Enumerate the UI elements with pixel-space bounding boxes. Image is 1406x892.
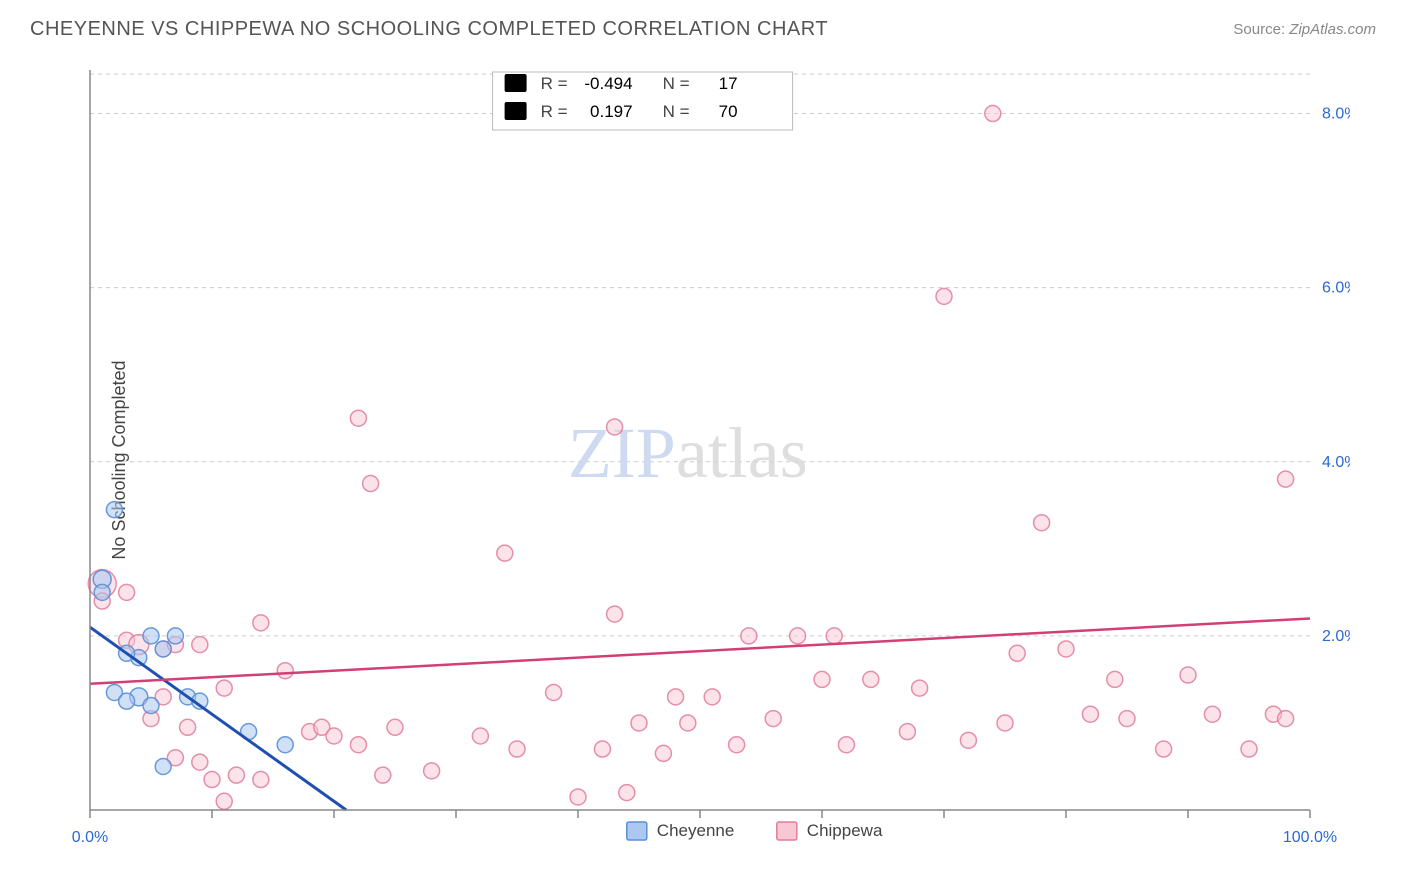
- scatter-chart-svg: 2.0% 4.0% 6.0% 8.0% ZIPatlas 0.0% 100.0% R = -0.…: [60, 60, 1350, 860]
- legend-top-swatch: [505, 74, 527, 92]
- legend-r-value: -0.494: [584, 74, 632, 93]
- source-label: Source:: [1233, 21, 1285, 38]
- chippewa-point: [960, 732, 976, 748]
- chippewa-point: [253, 615, 269, 631]
- legend-n-label: N =: [663, 102, 690, 121]
- chippewa-point: [1034, 515, 1050, 531]
- chippewa-point: [729, 737, 745, 753]
- chippewa-point: [1278, 471, 1294, 487]
- chippewa-point: [424, 763, 440, 779]
- chippewa-point: [204, 772, 220, 788]
- chippewa-point: [680, 715, 696, 731]
- chippewa-point: [1278, 711, 1294, 727]
- chippewa-point: [826, 628, 842, 644]
- chippewa-point: [326, 728, 342, 744]
- chippewa-point: [985, 106, 1001, 122]
- chippewa-point: [472, 728, 488, 744]
- chippewa-point: [277, 663, 293, 679]
- chippewa-point: [1156, 741, 1172, 757]
- chippewa-point: [607, 606, 623, 622]
- watermark: ZIPatlas: [568, 413, 808, 493]
- x-tick-label: 100.0%: [1283, 829, 1337, 846]
- chippewa-point: [912, 680, 928, 696]
- cheyenne-point: [155, 641, 171, 657]
- chippewa-point: [631, 715, 647, 731]
- chippewa-point: [936, 288, 952, 304]
- cheyenne-point: [143, 698, 159, 714]
- chart-header: CHEYENNE VS CHIPPEWA NO SCHOOLING COMPLE…: [0, 0, 1406, 51]
- legend-r-label: R =: [541, 74, 568, 93]
- chippewa-point: [350, 737, 366, 753]
- cheyenne-point: [106, 502, 122, 518]
- y-tick-label: 6.0%: [1322, 280, 1350, 297]
- chippewa-point: [180, 719, 196, 735]
- chippewa-point: [216, 793, 232, 809]
- legend-n-value: 17: [719, 74, 738, 93]
- chippewa-point: [607, 419, 623, 435]
- cheyenne-point: [155, 758, 171, 774]
- chippewa-point: [668, 689, 684, 705]
- chippewa-point: [997, 715, 1013, 731]
- legend-top-box: [493, 72, 793, 130]
- legend-bottom-item: Chippewa: [777, 821, 883, 840]
- cheyenne-point: [167, 628, 183, 644]
- chippewa-point: [838, 737, 854, 753]
- cheyenne-point: [119, 693, 135, 709]
- x-tick-label: 0.0%: [72, 829, 108, 846]
- legend-bottom-label: Chippewa: [807, 821, 883, 840]
- chart-title: CHEYENNE VS CHIPPEWA NO SCHOOLING COMPLE…: [30, 18, 828, 41]
- legend-bottom-label: Cheyenne: [657, 821, 735, 840]
- y-tick-label: 8.0%: [1322, 106, 1350, 123]
- legend-n-label: N =: [663, 74, 690, 93]
- chippewa-point: [228, 767, 244, 783]
- chippewa-point: [1241, 741, 1257, 757]
- legend-bottom-item: Cheyenne: [627, 821, 735, 840]
- chippewa-trendline: [90, 618, 1310, 683]
- chippewa-point: [119, 584, 135, 600]
- chippewa-point: [1107, 671, 1123, 687]
- chart-area: No Schooling Completed 2.0%4.0%6.0%8.0%Z…: [50, 60, 1350, 860]
- legend-r-value: 0.197: [590, 102, 633, 121]
- chippewa-point: [1058, 641, 1074, 657]
- source-value: ZipAtlas.com: [1289, 21, 1376, 38]
- chippewa-point: [253, 772, 269, 788]
- legend-r-label: R =: [541, 102, 568, 121]
- chippewa-point: [1180, 667, 1196, 683]
- chippewa-point: [363, 476, 379, 492]
- chippewa-point: [509, 741, 525, 757]
- chippewa-point: [1119, 711, 1135, 727]
- cheyenne-point: [94, 584, 110, 600]
- y-tick-label: 4.0%: [1322, 454, 1350, 471]
- chippewa-point: [790, 628, 806, 644]
- chart-source: Source: ZipAtlas.com: [1233, 21, 1376, 38]
- chippewa-point: [1009, 645, 1025, 661]
- chippewa-point: [570, 789, 586, 805]
- chippewa-point: [594, 741, 610, 757]
- chippewa-point: [1204, 706, 1220, 722]
- chippewa-point: [350, 410, 366, 426]
- chippewa-point: [655, 745, 671, 761]
- chippewa-point: [192, 754, 208, 770]
- chippewa-point: [765, 711, 781, 727]
- chippewa-point: [814, 671, 830, 687]
- chippewa-point: [216, 680, 232, 696]
- chippewa-point: [546, 684, 562, 700]
- chippewa-point: [899, 724, 915, 740]
- chippewa-point: [387, 719, 403, 735]
- chippewa-point: [863, 671, 879, 687]
- chippewa-point: [375, 767, 391, 783]
- chippewa-point: [1082, 706, 1098, 722]
- legend-n-value: 70: [719, 102, 738, 121]
- cheyenne-point: [143, 628, 159, 644]
- chippewa-point: [192, 637, 208, 653]
- legend-top-swatch: [505, 102, 527, 120]
- chippewa-point: [741, 628, 757, 644]
- chippewa-point: [619, 785, 635, 801]
- chippewa-point: [704, 689, 720, 705]
- cheyenne-point: [277, 737, 293, 753]
- chippewa-point: [497, 545, 513, 561]
- y-tick-label: 2.0%: [1322, 628, 1350, 645]
